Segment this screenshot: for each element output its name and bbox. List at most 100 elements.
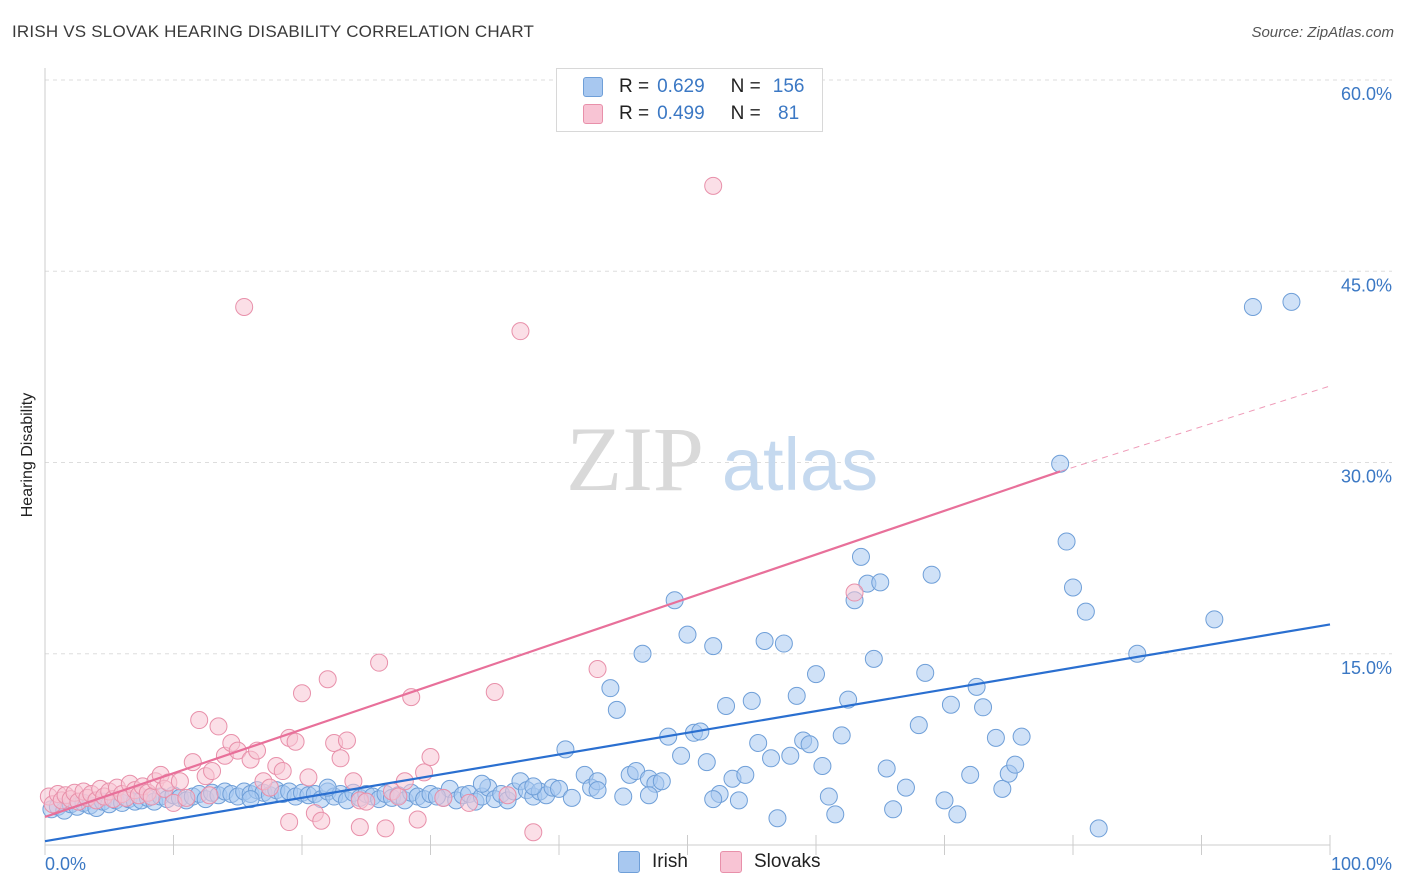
irish-point xyxy=(974,698,993,717)
legend-item-irish[interactable]: Irish xyxy=(618,851,688,873)
x-tick-label: 100.0% xyxy=(1331,854,1392,874)
slovaks-point xyxy=(704,176,723,195)
r-value: 0.629 xyxy=(657,76,705,97)
irish-point xyxy=(736,765,755,784)
irish-point xyxy=(935,791,954,810)
irish-point xyxy=(787,686,806,705)
slovaks-point xyxy=(511,322,530,341)
irish-point xyxy=(607,700,626,719)
irish-point xyxy=(993,779,1012,798)
watermark: ZIP atlas xyxy=(566,408,878,510)
slovaks-point xyxy=(286,732,305,751)
n-label: N = xyxy=(730,103,761,124)
slovaks-point xyxy=(235,297,254,316)
irish-point xyxy=(819,787,838,806)
irish-point xyxy=(1051,454,1070,473)
irish-point xyxy=(864,649,883,668)
irish-point xyxy=(704,637,723,656)
n-label: N = xyxy=(730,76,761,97)
slovaks-point xyxy=(370,653,389,672)
irish-point xyxy=(742,691,761,710)
r-label: R = xyxy=(619,76,650,97)
irish-point xyxy=(717,697,736,716)
slovaks-point xyxy=(845,583,864,602)
irish-point xyxy=(1076,602,1095,621)
slovaks-point xyxy=(280,813,299,832)
irish-point xyxy=(749,734,768,752)
slovaks-point xyxy=(209,717,228,736)
slovaks-point xyxy=(273,762,292,781)
slovaks-point xyxy=(588,660,607,679)
y-tick-label: 15.0% xyxy=(1341,658,1392,678)
irish-point xyxy=(704,790,723,809)
slovaks-point xyxy=(331,749,350,768)
slovaks-point xyxy=(299,768,318,787)
x-tick-label: 0.0% xyxy=(45,854,86,874)
legend-item-slovaks[interactable]: Slovaks xyxy=(720,851,821,873)
irish-point xyxy=(967,677,986,696)
irish-point xyxy=(524,777,543,796)
irish-point xyxy=(639,786,658,805)
irish-point xyxy=(672,746,691,765)
irish-point xyxy=(755,632,774,650)
slovaks-point xyxy=(337,731,356,750)
trend-lines xyxy=(44,385,1331,843)
irish-point xyxy=(678,625,697,644)
slovaks-trend-extension xyxy=(1059,385,1331,472)
watermark-atlas: atlas xyxy=(722,423,878,506)
irish-point xyxy=(768,809,787,828)
irish-point xyxy=(614,787,633,806)
legend-row-irish: R = 0.629 N = 156 xyxy=(583,75,804,99)
slovaks-point xyxy=(485,683,504,701)
slovaks-point xyxy=(200,786,219,805)
slovaks-point xyxy=(350,818,369,837)
irish-point xyxy=(986,728,1005,747)
irish-point xyxy=(1012,727,1031,746)
tick-labels: 15.0% 30.0% 45.0% 60.0% 0.0% 100.0% xyxy=(45,84,1392,874)
irish-point xyxy=(896,778,915,797)
irish-point xyxy=(588,781,607,800)
irish-point xyxy=(948,805,967,824)
irish-point xyxy=(961,765,980,784)
slovaks-point xyxy=(293,684,311,703)
irish-point xyxy=(652,772,671,791)
source-label: Source: ZipAtlas.com xyxy=(1251,24,1394,41)
y-tick-label: 45.0% xyxy=(1341,275,1392,295)
irish-point xyxy=(909,716,928,735)
irish-point xyxy=(807,665,825,684)
irish-point xyxy=(562,788,581,807)
irish-swatch xyxy=(583,77,603,97)
y-tick-label: 60.0% xyxy=(1341,84,1392,104)
slovaks-point xyxy=(183,753,202,772)
irish-point xyxy=(472,774,491,793)
irish-point xyxy=(762,749,781,768)
irish-point xyxy=(871,573,890,592)
irish-point xyxy=(601,679,620,698)
legend-label-slovaks: Slovaks xyxy=(754,851,821,872)
r-value: 0.499 xyxy=(657,103,705,124)
slovaks-point xyxy=(389,787,408,806)
correlation-legend: R = 0.629 N = 156 R = 0.499 N = 81 xyxy=(556,68,823,132)
irish-point xyxy=(826,805,845,824)
slovaks-point xyxy=(421,748,440,767)
irish-point xyxy=(941,695,960,714)
slovaks-point xyxy=(376,819,395,838)
irish-point xyxy=(1205,610,1224,629)
legend-row-slovaks: R = 0.499 N = 81 xyxy=(583,102,799,126)
slovaks-point xyxy=(312,811,331,830)
n-value: 156 xyxy=(772,76,805,97)
series-legend: Irish Slovaks xyxy=(0,851,1406,877)
irish-point xyxy=(922,565,941,584)
irish-point xyxy=(851,547,870,566)
slovaks-point xyxy=(434,788,453,807)
slovaks-point xyxy=(170,772,189,791)
slovaks-point xyxy=(203,762,222,781)
grid xyxy=(44,68,1392,855)
irish-point xyxy=(877,759,896,778)
irish-point xyxy=(1064,578,1082,597)
irish-trend-line xyxy=(44,623,1331,843)
slovaks-point xyxy=(524,823,543,842)
slovaks-point xyxy=(460,793,479,812)
slovaks-point xyxy=(498,786,517,805)
irish-point xyxy=(729,791,748,810)
